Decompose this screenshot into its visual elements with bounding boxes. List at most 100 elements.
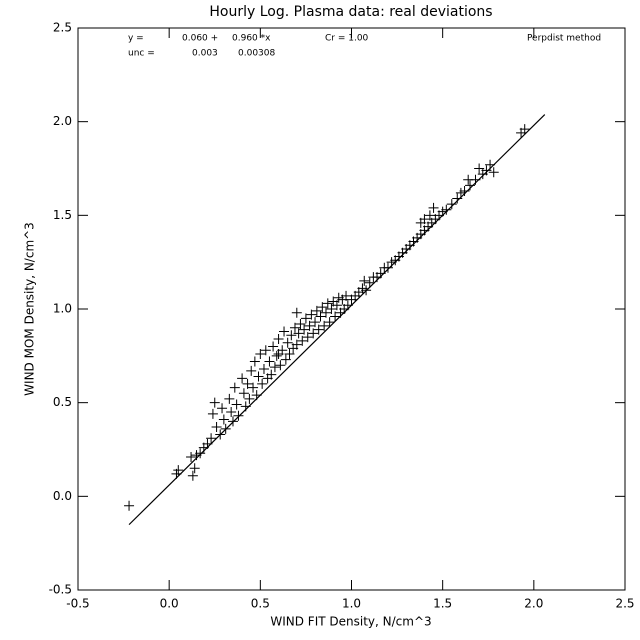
point (244, 393, 255, 404)
point (299, 324, 310, 335)
point (382, 262, 393, 273)
point (280, 354, 291, 365)
point (313, 324, 324, 335)
point (519, 124, 530, 135)
x-tick-label: 0.5 (251, 597, 270, 611)
point (248, 382, 259, 393)
point (258, 363, 269, 374)
annotation: Perpdist method (527, 34, 601, 44)
point (218, 414, 229, 425)
plot-frame (77, 27, 626, 591)
point (326, 304, 337, 314)
annotation: y = (128, 34, 144, 44)
point (295, 318, 306, 329)
point (124, 500, 135, 511)
point (229, 382, 240, 393)
x-tick-label: 1.0 (342, 597, 361, 611)
point (249, 356, 260, 367)
point (273, 348, 284, 359)
point (209, 397, 220, 408)
x-tick-label: 2.5 (615, 597, 634, 611)
point (463, 174, 474, 185)
y-axis-label: WIND MOM Density, N/cm^3 (23, 222, 37, 396)
annotation: 0.960 *x (232, 34, 271, 44)
x-axis-label: WIND FIT Density, N/cm^3 (270, 615, 431, 629)
point (264, 356, 275, 367)
point (246, 365, 257, 376)
point (211, 422, 222, 433)
point (260, 345, 271, 356)
point (275, 360, 286, 371)
point (324, 317, 335, 328)
y-tick-label: 0.0 (53, 489, 72, 503)
point (488, 167, 499, 178)
point (319, 320, 330, 331)
point (446, 199, 457, 210)
point (291, 339, 302, 350)
annotation: unc = (128, 49, 155, 59)
y-tick-label: 0.5 (53, 395, 72, 409)
y-tick-label: 1.5 (53, 208, 72, 222)
point (424, 210, 435, 221)
point (289, 322, 300, 333)
point (231, 399, 242, 410)
point (189, 463, 200, 474)
point (359, 275, 370, 286)
point (341, 290, 352, 301)
point (269, 362, 280, 373)
point (308, 328, 319, 339)
point (452, 193, 463, 204)
point (233, 410, 244, 421)
y-tick-label: 1.0 (53, 302, 72, 316)
point (300, 313, 311, 324)
annotation: 0.060 + (182, 34, 218, 44)
point (186, 451, 197, 462)
point (173, 465, 184, 476)
point (273, 333, 284, 344)
point (315, 311, 326, 322)
point (195, 448, 206, 459)
point (428, 202, 439, 213)
point (302, 332, 313, 343)
x-tick-label: -0.5 (66, 597, 89, 611)
point (317, 302, 328, 313)
chart-title: Hourly Log. Plasma data: real deviations (209, 4, 492, 20)
point (419, 214, 430, 225)
point (297, 335, 308, 346)
point (311, 305, 322, 316)
point (224, 393, 235, 404)
point (279, 326, 290, 337)
point (284, 348, 295, 359)
point (257, 378, 268, 389)
point (238, 388, 249, 399)
point (226, 407, 237, 418)
point (286, 330, 297, 341)
annotation: Cr = 1.00 (325, 34, 369, 44)
point (282, 337, 293, 348)
point (217, 403, 228, 414)
point (331, 300, 342, 311)
y-tick-label: -0.5 (49, 583, 72, 597)
point (474, 163, 485, 174)
point (242, 378, 253, 389)
fit-line (128, 114, 546, 526)
point (304, 320, 315, 331)
point (237, 373, 248, 384)
point (330, 311, 341, 322)
point (322, 298, 333, 309)
point (481, 165, 492, 176)
point (271, 350, 282, 361)
point (206, 433, 217, 444)
point (207, 408, 218, 419)
annotation: 0.003 (192, 49, 218, 59)
point (253, 371, 264, 382)
point (293, 328, 304, 339)
annotation: 0.00308 (238, 49, 275, 59)
point (255, 348, 266, 359)
y-tick-label: 2.5 (53, 21, 72, 35)
x-tick-label: 0.0 (160, 597, 179, 611)
point (320, 307, 331, 318)
x-tick-label: 2.0 (524, 597, 543, 611)
x-tick-label: 1.5 (433, 597, 452, 611)
